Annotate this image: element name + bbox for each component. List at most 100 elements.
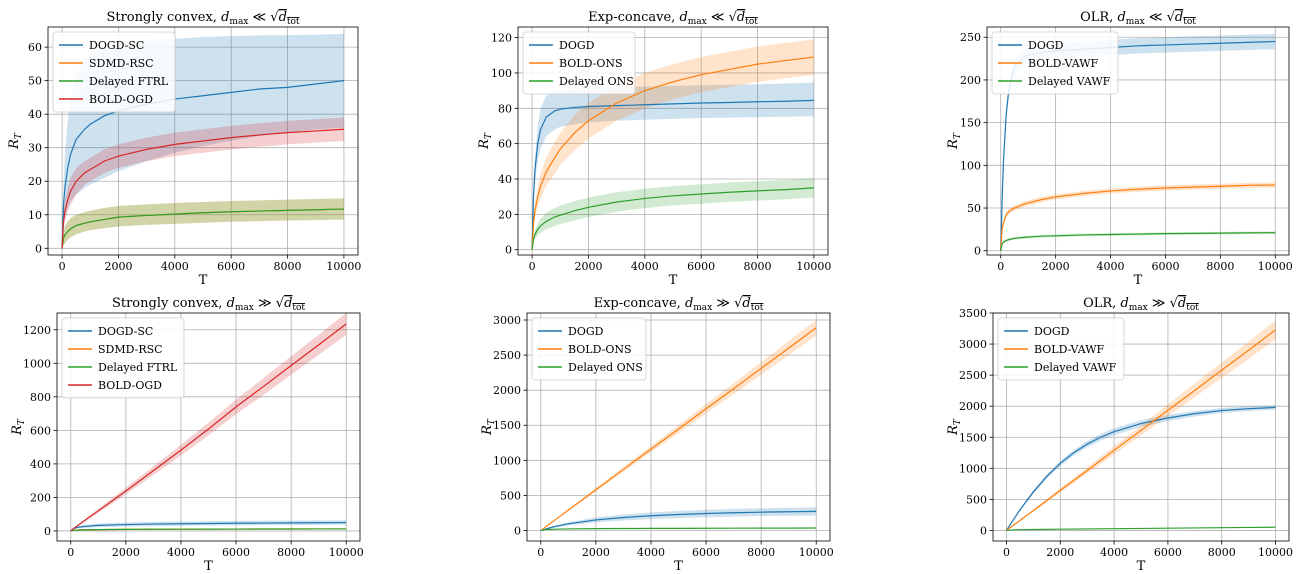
title-root-sub: tot bbox=[1186, 303, 1199, 313]
series-line-3 bbox=[531, 187, 814, 250]
legend-label: BOLD-VAWF bbox=[1034, 343, 1105, 356]
y-tick-label: 50 bbox=[28, 75, 42, 88]
legend-box bbox=[997, 317, 1125, 381]
series-line-2 bbox=[531, 56, 814, 250]
x-tick-label: 4000 bbox=[631, 260, 659, 273]
x-axis-label: T bbox=[199, 273, 208, 288]
title-root-var: d bbox=[742, 296, 750, 311]
title-root-var: d bbox=[279, 10, 287, 25]
y-tick-label: 250 bbox=[960, 31, 981, 44]
x-tick-label: 6000 bbox=[1154, 546, 1182, 559]
y-tick-label: 200 bbox=[30, 491, 51, 504]
title-root-sub: tot bbox=[287, 17, 300, 27]
series-line-2 bbox=[1000, 184, 1276, 251]
title-var: d bbox=[227, 296, 235, 311]
legend-box bbox=[991, 31, 1119, 95]
title-text: Exp-concave, bbox=[588, 10, 679, 25]
y-axis-label: RT bbox=[477, 132, 494, 150]
svg-text:RT: RT bbox=[480, 418, 497, 436]
x-tick-label: 2000 bbox=[574, 260, 602, 273]
x-tick-label: 4000 bbox=[1097, 260, 1125, 273]
series-band-3 bbox=[532, 178, 814, 250]
y-tick-label: 1000 bbox=[959, 462, 987, 475]
chart-panel-4: 0 2000 4000 6000 8000 10000 0 200 400 600 800 1000 1… bbox=[10, 296, 364, 574]
title-var: d bbox=[221, 10, 229, 25]
y-tick-label: 20 bbox=[498, 208, 512, 221]
title-root-var: d bbox=[1175, 10, 1183, 25]
y-tick-label: 40 bbox=[498, 173, 512, 186]
chart-title: Exp-concave, dmax ≫ √dtot bbox=[594, 296, 764, 313]
y-axis-label-main: R bbox=[946, 139, 961, 150]
x-tick-label: 4000 bbox=[637, 546, 665, 559]
series-line-3 bbox=[540, 527, 817, 532]
legend-box bbox=[522, 31, 636, 95]
series-band-1 bbox=[540, 507, 817, 531]
y-tick-label: 600 bbox=[30, 424, 51, 437]
y-tick-label: 40 bbox=[28, 108, 42, 121]
title-text: OLR, bbox=[1083, 296, 1120, 311]
legend-label: Delayed ONS bbox=[568, 361, 643, 374]
title-root-var: d bbox=[284, 296, 292, 311]
y-tick-label: 0 bbox=[35, 242, 42, 255]
series-band-4 bbox=[70, 313, 347, 531]
legend-label: DOGD bbox=[559, 39, 595, 52]
title-root-var: d bbox=[737, 10, 745, 25]
title-var: d bbox=[679, 10, 687, 25]
chart-panel-6: 0 2000 4000 6000 8000 10000 0 500 1000 1500 2000 25… bbox=[946, 296, 1293, 574]
x-tick-label: 8000 bbox=[1206, 260, 1234, 273]
svg-text:RT: RT bbox=[477, 132, 494, 150]
y-tick-label: 150 bbox=[960, 117, 981, 130]
legend-label: DOGD bbox=[568, 325, 604, 338]
legend: DOGD-SC SDMD-RSC Delayed FTRL BOLD-OGD bbox=[61, 317, 185, 399]
y-tick-label: 800 bbox=[30, 391, 51, 404]
x-tick-label: 10000 bbox=[799, 546, 834, 559]
x-tick-label: 2000 bbox=[112, 546, 140, 559]
y-axis-label: RT bbox=[946, 418, 963, 436]
legend-label: BOLD-VAWF bbox=[1028, 57, 1099, 70]
y-axis-label-main: R bbox=[946, 425, 961, 436]
y-tick-label: 0 bbox=[514, 524, 521, 537]
axes-frame bbox=[47, 26, 359, 256]
y-axis-label-sub: T bbox=[953, 418, 963, 425]
series-band-2 bbox=[540, 320, 817, 531]
series-band-1 bbox=[532, 82, 814, 250]
chart-panel-3: 0 2000 4000 6000 8000 10000050100150200250TRT… bbox=[946, 10, 1293, 288]
y-tick-label: 500 bbox=[500, 489, 521, 502]
legend: DOGD BOLD-ONS Delayed ONS bbox=[522, 31, 636, 95]
legend-label: SDMD-RSC bbox=[98, 343, 163, 356]
x-tick-label: 10000 bbox=[329, 546, 364, 559]
legend-label: BOLD-ONS bbox=[568, 343, 632, 356]
x-tick-label: 2000 bbox=[1042, 260, 1070, 273]
x-tick-label: 8000 bbox=[274, 260, 302, 273]
x-tick-label: 8000 bbox=[277, 546, 305, 559]
svg-text:RT: RT bbox=[946, 418, 963, 436]
title-sub: max bbox=[1126, 17, 1145, 27]
x-tick-label: 10000 bbox=[1258, 260, 1293, 273]
title-relation: ≫ √ bbox=[254, 296, 285, 311]
x-tick-label: 0 bbox=[1003, 546, 1010, 559]
x-tick-label: 4000 bbox=[167, 546, 195, 559]
y-axis-label: RT bbox=[7, 132, 24, 150]
y-tick-label: 10 bbox=[28, 209, 42, 222]
y-tick-label: 60 bbox=[498, 138, 512, 151]
series-line-2 bbox=[540, 327, 817, 531]
x-tick-label: 6000 bbox=[687, 260, 715, 273]
y-axis-label-main: R bbox=[477, 139, 492, 150]
y-tick-label: 400 bbox=[30, 458, 51, 471]
series-line-3 bbox=[61, 208, 344, 249]
plot-area bbox=[1005, 320, 1276, 532]
title-root-sub: tot bbox=[1183, 17, 1196, 27]
y-axis-label-main: R bbox=[10, 425, 25, 436]
y-axis-label-sub: T bbox=[484, 132, 494, 139]
y-axis-label: RT bbox=[10, 418, 27, 436]
legend-label: BOLD-ONS bbox=[559, 57, 623, 70]
x-tick-label: 0 bbox=[529, 260, 536, 273]
x-axis-label: T bbox=[204, 559, 213, 574]
x-tick-label: 8000 bbox=[1208, 546, 1236, 559]
series-line-4 bbox=[70, 323, 347, 532]
title-var: d bbox=[1117, 10, 1125, 25]
y-tick-label: 0 bbox=[980, 524, 987, 537]
legend-label: Delayed VAWF bbox=[1028, 75, 1111, 88]
x-tick-label: 4000 bbox=[1100, 546, 1128, 559]
legend: DOGD BOLD-VAWF Delayed VAWF bbox=[991, 31, 1119, 95]
